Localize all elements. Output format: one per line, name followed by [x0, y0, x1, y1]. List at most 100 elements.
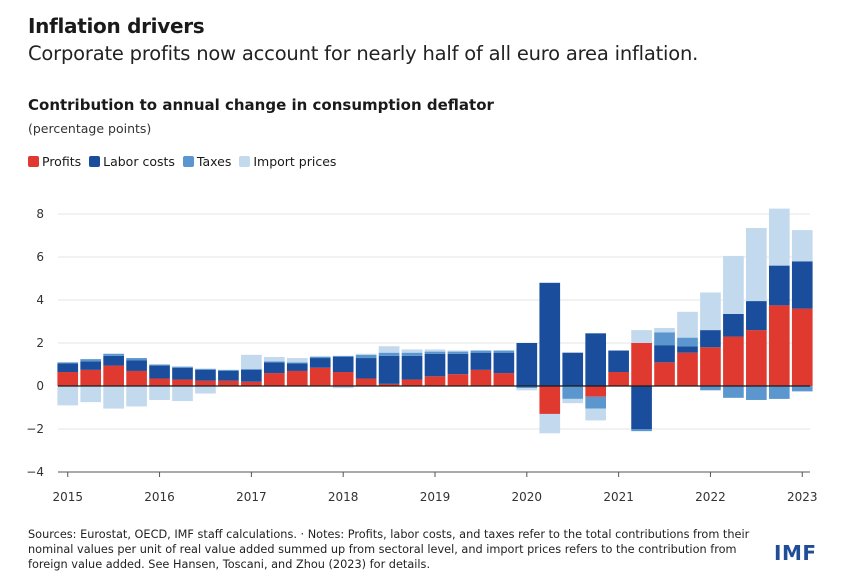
bar-labor-costs: [286, 363, 308, 371]
bar-labor-costs: [401, 355, 423, 380]
bar-taxes: [562, 386, 584, 399]
bar-profits: [241, 381, 262, 386]
bar-profits: [218, 380, 239, 386]
bar-taxes: [791, 386, 813, 392]
bar-labor-costs: [768, 265, 790, 306]
bar-import-prices: [768, 208, 790, 266]
bar-labor-costs: [723, 313, 744, 337]
x-tick-label: 2016: [144, 490, 175, 504]
bar-labor-costs: [126, 360, 147, 371]
bar-taxes: [80, 359, 102, 362]
bar-import-prices: [447, 350, 469, 352]
bar-taxes: [195, 368, 216, 370]
bar-taxes: [263, 361, 285, 363]
bar-labor-costs: [516, 343, 538, 386]
bar-labor-costs: [791, 261, 813, 309]
bar-taxes: [286, 362, 308, 364]
x-tick-label: 2017: [236, 490, 267, 504]
page-subtitle: Corporate profits now account for nearly…: [28, 42, 699, 65]
bar-taxes: [493, 350, 515, 353]
bar-import-prices: [241, 354, 262, 369]
bar-profits: [447, 374, 469, 386]
bar-taxes: [700, 386, 721, 391]
bar-taxes: [103, 353, 124, 356]
bar-taxes: [424, 351, 446, 354]
bar-taxes: [654, 332, 675, 346]
bar-labor-costs: [746, 301, 767, 331]
legend-item-import-prices: Import prices: [239, 154, 336, 169]
bar-import-prices: [700, 292, 721, 331]
bar-import-prices: [631, 330, 652, 343]
bar-labor-costs: [539, 282, 561, 386]
bar-labor-costs: [608, 350, 629, 373]
bar-labor-costs: [263, 362, 285, 374]
bar-taxes: [149, 364, 170, 366]
bar-labor-costs: [80, 361, 102, 370]
bar-import-prices: [562, 398, 584, 404]
bar-labor-costs: [470, 352, 492, 370]
bar-import-prices: [723, 255, 744, 314]
bar-import-prices: [516, 388, 538, 391]
bar-profits: [746, 330, 767, 386]
bar-profits: [493, 373, 515, 386]
bar-profits: [263, 373, 285, 386]
bar-taxes: [241, 368, 262, 370]
legend-swatch-taxes: [182, 156, 194, 167]
chart-legend: Profits Labor costs Taxes Import prices: [28, 154, 336, 169]
page-title: Inflation drivers: [28, 14, 205, 38]
bar-labor-costs: [447, 353, 469, 375]
bar-profits: [768, 305, 790, 386]
bar-import-prices: [791, 230, 813, 262]
bar-labor-costs: [700, 330, 721, 348]
bar-profits: [126, 370, 147, 386]
bar-profits: [608, 372, 629, 386]
bar-taxes: [746, 386, 767, 400]
bar-taxes: [631, 429, 652, 432]
bar-labor-costs: [493, 352, 515, 374]
bar-profits: [172, 379, 193, 386]
legend-swatch-labor-costs: [89, 156, 101, 167]
y-tick-label: −2: [26, 422, 44, 436]
bar-profits: [286, 370, 308, 386]
y-tick-label: 8: [36, 207, 44, 221]
bar-labor-costs: [241, 369, 262, 382]
x-tick-label: 2023: [787, 490, 818, 504]
bar-profits: [378, 383, 400, 386]
bar-labor-costs: [149, 365, 170, 379]
bar-profits: [355, 378, 377, 386]
legend-label-import-prices: Import prices: [253, 154, 337, 169]
bar-labor-costs: [424, 353, 446, 377]
bar-import-prices: [172, 386, 193, 402]
bar-labor-costs: [677, 346, 698, 353]
bar-labor-costs: [631, 386, 652, 429]
chart-unit: (percentage points): [28, 121, 152, 136]
x-tick-label: 2019: [420, 490, 451, 504]
bar-labor-costs: [309, 358, 331, 368]
bar-profits: [424, 376, 446, 386]
bar-profits: [149, 378, 170, 386]
bar-profits: [470, 369, 492, 386]
x-tick-label: 2021: [603, 490, 634, 504]
bar-taxes: [768, 386, 790, 399]
bar-labor-costs: [57, 363, 79, 373]
bar-labor-costs: [172, 367, 193, 380]
bar-profits: [539, 386, 561, 414]
bar-profits: [677, 352, 698, 386]
bar-import-prices: [80, 386, 102, 403]
bar-profits: [57, 372, 79, 386]
bar-taxes: [723, 386, 744, 398]
bar-import-prices: [263, 356, 285, 362]
x-tick-label: 2018: [328, 490, 359, 504]
bar-import-prices: [401, 349, 423, 353]
bar-profits: [103, 365, 124, 386]
bar-labor-costs: [378, 355, 400, 384]
bar-taxes: [470, 350, 492, 353]
bar-taxes: [378, 352, 400, 356]
bar-labor-costs: [103, 355, 124, 366]
bar-taxes: [218, 369, 239, 371]
bar-labor-costs: [332, 356, 354, 373]
bar-import-prices: [746, 227, 767, 302]
stacked-bar-chart: −4 −2 0 2 4 6 8 2015 2016 2017 2018 2019 2020 2021 202…: [26, 207, 818, 504]
bar-profits: [195, 380, 216, 386]
bar-import-prices: [654, 327, 675, 333]
